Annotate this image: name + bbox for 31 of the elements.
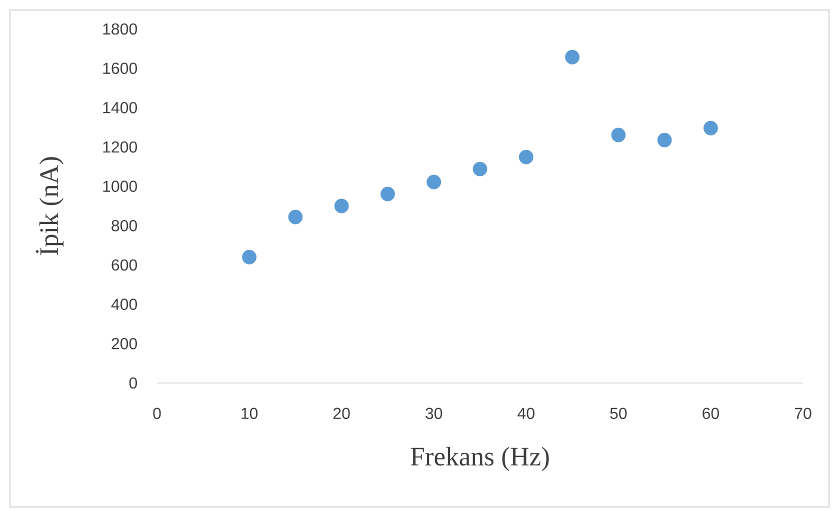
point — [334, 198, 349, 214]
y-tick-label: 200 — [112, 338, 137, 350]
point — [657, 132, 672, 148]
point — [380, 186, 395, 202]
point — [704, 120, 718, 136]
x-tick-label: 60 — [702, 408, 719, 420]
y-tick-label: 800 — [112, 220, 137, 232]
y-tick-label: 1000 — [103, 180, 137, 192]
y-tick-label: 0 — [129, 377, 138, 389]
point — [518, 150, 534, 164]
y-tick-label: 1200 — [103, 141, 137, 153]
x-tick-label: 50 — [610, 408, 627, 420]
point — [288, 210, 303, 224]
point — [242, 250, 256, 264]
x-tick-label: 10 — [242, 408, 258, 420]
x-tick-label: 20 — [333, 408, 350, 420]
x-axis-title: Frekans (Hz) — [410, 446, 549, 472]
point — [611, 128, 626, 142]
y-tick-label: 600 — [112, 259, 137, 271]
point — [565, 50, 580, 64]
y-axis-title: İpik (nA) — [36, 157, 64, 256]
x-tick-label: 30 — [426, 408, 442, 420]
x-tick-label: 40 — [518, 408, 534, 420]
point — [472, 162, 488, 176]
y-tick-label: 1400 — [103, 102, 137, 114]
point — [426, 174, 442, 190]
x-tick-label: 0 — [153, 408, 161, 420]
x-tick-label: 70 — [794, 408, 812, 420]
y-tick-label: 1600 — [103, 62, 137, 74]
y-tick-label: 400 — [111, 298, 137, 310]
y-tick-label: 1800 — [103, 23, 137, 35]
